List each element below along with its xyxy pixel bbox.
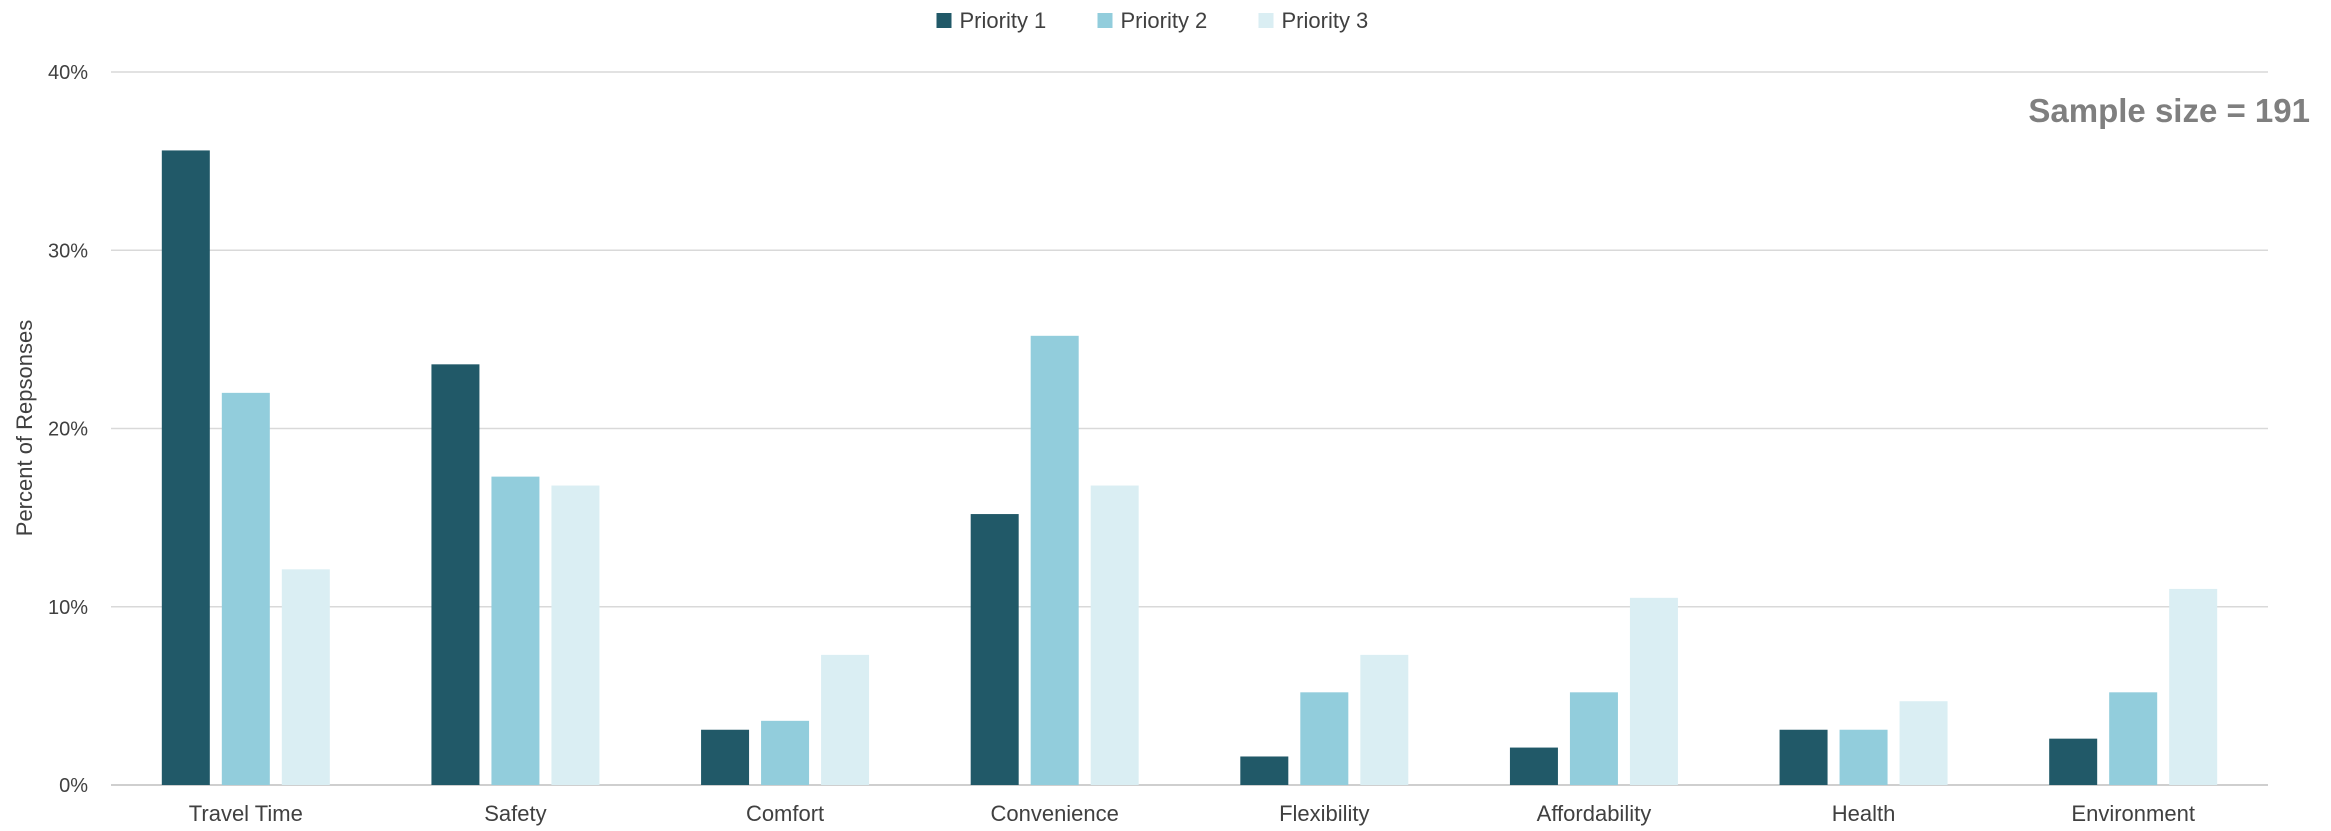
legend: Priority 1 Priority 2 Priority 3 bbox=[936, 8, 1369, 33]
y-tick-label: 0% bbox=[59, 775, 88, 797]
bar-priority-1-convenience bbox=[970, 514, 1019, 785]
x-category-label: Comfort bbox=[746, 801, 824, 826]
bar-priority-3-flexibility bbox=[1360, 654, 1409, 785]
y-axis-title: Percent of Repsonses bbox=[12, 320, 37, 536]
bar-priority-2-comfort bbox=[761, 720, 810, 785]
bar-priority-1-health bbox=[1779, 729, 1828, 785]
x-category-label: Convenience bbox=[990, 801, 1118, 826]
bar-priority-2-travel-time bbox=[221, 392, 270, 785]
y-tick-label: 40% bbox=[48, 62, 88, 84]
y-tick-label: 30% bbox=[48, 240, 88, 262]
bar-priority-1-environment bbox=[2049, 738, 2098, 785]
bar-priority-1-affordability bbox=[1509, 747, 1558, 785]
x-category-label: Environment bbox=[2071, 801, 2195, 826]
bar-priority-3-convenience bbox=[1090, 485, 1139, 785]
legend-label: Priority 2 bbox=[1121, 8, 1208, 33]
x-category-label: Flexibility bbox=[1279, 801, 1369, 826]
bar-priority-1-safety bbox=[431, 364, 480, 785]
axes: 0% 10% 20% 30% 40% Travel Time Safety Comfort Co… bbox=[48, 62, 2195, 826]
sample-size-annotation: Sample size = 191 bbox=[2028, 92, 2310, 129]
legend-swatch bbox=[1258, 13, 1274, 28]
legend-label: Priority 1 bbox=[960, 8, 1047, 33]
bar-priority-3-health bbox=[1899, 701, 1948, 785]
bar-priority-1-travel-time bbox=[161, 150, 210, 785]
bar-priority-3-safety bbox=[551, 485, 600, 785]
bar-priority-3-travel-time bbox=[281, 569, 330, 785]
legend-swatch bbox=[1097, 13, 1113, 28]
bar-priority-2-affordability bbox=[1569, 692, 1618, 785]
x-category-label: Affordability bbox=[1537, 801, 1652, 826]
bar-priority-2-safety bbox=[491, 476, 540, 785]
bar-priority-2-health bbox=[1839, 729, 1888, 785]
bar-priority-1-flexibility bbox=[1240, 756, 1289, 785]
bar-priority-3-affordability bbox=[1629, 597, 1678, 785]
bar-priority-3-environment bbox=[2169, 588, 2218, 785]
legend-label: Priority 3 bbox=[1282, 8, 1369, 33]
bar-priority-2-environment bbox=[2109, 692, 2158, 785]
bar-priority-1-comfort bbox=[701, 729, 750, 785]
legend-swatch bbox=[936, 13, 952, 28]
bar-priority-2-flexibility bbox=[1300, 692, 1349, 785]
bar-priority-2-convenience bbox=[1030, 335, 1079, 785]
y-tick-label: 20% bbox=[48, 419, 88, 441]
x-category-label: Health bbox=[1832, 801, 1896, 826]
x-category-label: Travel Time bbox=[189, 801, 303, 826]
x-category-label: Safety bbox=[484, 801, 546, 826]
bars bbox=[161, 150, 2218, 785]
bar-priority-3-comfort bbox=[821, 654, 870, 785]
y-tick-label: 10% bbox=[48, 597, 88, 619]
